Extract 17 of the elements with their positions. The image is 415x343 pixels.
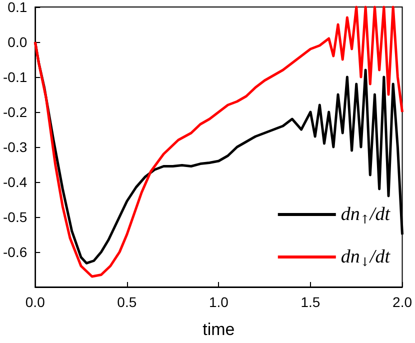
x-tick-label: 1.5 <box>300 294 320 310</box>
line-series <box>34 6 404 278</box>
y-tick-label: -0.5 <box>3 209 28 225</box>
y-tick-label: -0.2 <box>3 104 28 120</box>
y-tick-label: 0.1 <box>8 0 28 15</box>
x-tick-label: 1.0 <box>208 294 229 310</box>
x-tick-label: 0.5 <box>117 294 137 310</box>
legend-label: dn↓/dt <box>340 246 391 269</box>
y-tick-label: -0.1 <box>3 69 28 85</box>
y-tick-label: -0.3 <box>3 139 28 155</box>
y-tick-label: -0.4 <box>3 174 28 190</box>
x-axis-title: time <box>202 320 235 339</box>
legend-label: dn↑/dt <box>340 204 391 226</box>
x-tick-label: 2.0 <box>392 294 412 310</box>
y-tick-label: -0.6 <box>3 244 28 260</box>
x-tick-label: 0.0 <box>25 294 46 310</box>
y-tick-label: 0.0 <box>8 34 28 50</box>
